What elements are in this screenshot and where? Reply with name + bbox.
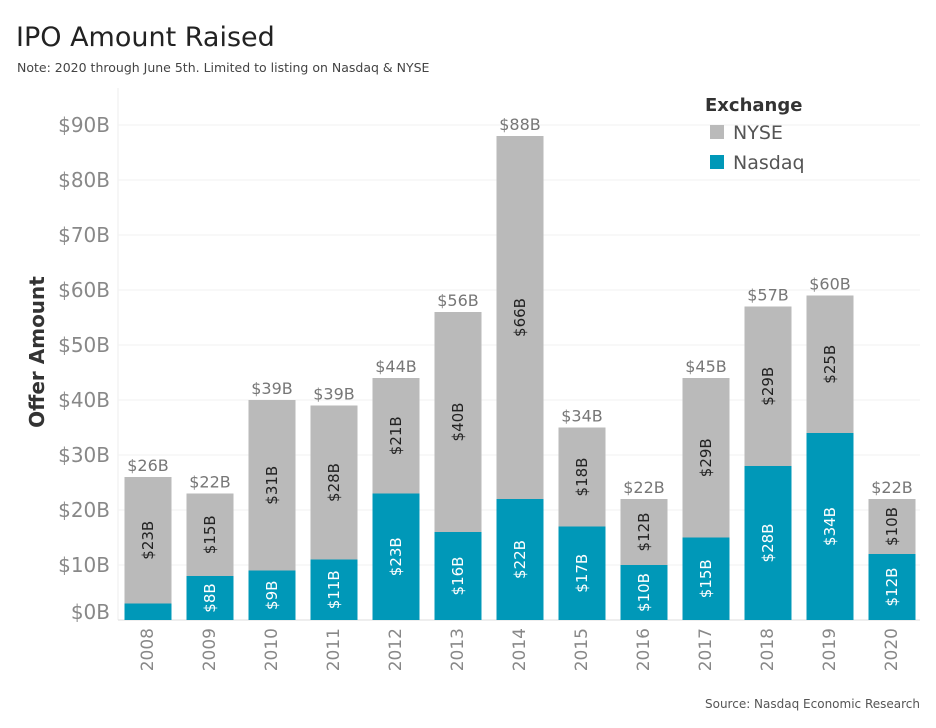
nasdaq-value-label: $22B [511, 540, 529, 579]
legend-title: Exchange [705, 95, 802, 116]
x-tick-label: 2015 [572, 628, 592, 671]
nyse-value-label: $66B [511, 298, 529, 337]
nasdaq-value-label: $8B [201, 583, 219, 612]
x-tick-label: 2012 [386, 628, 406, 671]
total-label: $44B [375, 357, 417, 376]
bar-nasdaq [806, 433, 854, 620]
bar-nyse [310, 405, 358, 560]
nyse-value-label: $12B [635, 513, 653, 552]
total-label: $22B [623, 478, 665, 497]
x-tick-label: 2019 [820, 628, 840, 671]
x-tick-label: 2011 [324, 628, 344, 671]
legend-label-nasdaq: Nasdaq [733, 152, 805, 174]
bar-nasdaq [682, 537, 730, 620]
bar-nyse [372, 378, 420, 494]
bar-nasdaq [248, 570, 296, 620]
total-label: $22B [189, 473, 231, 492]
nasdaq-value-label: $34B [821, 507, 839, 546]
y-tick-label: $0B [71, 600, 110, 624]
total-label: $45B [685, 357, 727, 376]
x-tick-label: 2020 [882, 628, 902, 671]
bar-nasdaq [310, 559, 358, 620]
bar-nyse [248, 400, 296, 571]
bar-nyse [620, 499, 668, 565]
bar-nyse [558, 427, 606, 527]
nasdaq-value-label: $10B [635, 573, 653, 612]
y-axis-label: Offer Amount [25, 276, 49, 428]
nyse-value-label: $29B [759, 367, 777, 406]
nyse-value-label: $10B [883, 507, 901, 546]
x-tick-label: 2014 [510, 628, 530, 671]
total-label: $56B [437, 291, 479, 310]
bar-nasdaq [868, 554, 916, 620]
bar-nyse [186, 493, 234, 576]
y-tick-label: $30B [58, 443, 110, 467]
x-tick-label: 2016 [634, 628, 654, 671]
bar-nyse [682, 378, 730, 538]
bar-nyse [868, 499, 916, 554]
y-tick-label: $40B [58, 388, 110, 412]
source-note: Source: Nasdaq Economic Research [704, 697, 920, 711]
x-tick-label: 2017 [696, 628, 716, 671]
bar-nasdaq [620, 565, 668, 620]
y-tick-label: $10B [58, 553, 110, 577]
nasdaq-value-label: $9B [263, 581, 281, 610]
nyse-value-label: $31B [263, 466, 281, 505]
total-label: $26B [127, 456, 169, 475]
nasdaq-value-label: $12B [883, 568, 901, 607]
y-tick-label: $80B [58, 168, 110, 192]
total-label: $88B [499, 115, 541, 134]
nyse-value-label: $25B [821, 345, 839, 384]
total-label: $34B [561, 407, 603, 426]
total-label: $60B [809, 275, 851, 294]
nyse-value-label: $28B [325, 463, 343, 502]
bar-nasdaq [124, 603, 172, 620]
nyse-value-label: $21B [387, 416, 405, 455]
x-tick-label: 2018 [758, 628, 778, 671]
legend-swatch-nasdaq [710, 155, 724, 169]
total-label: $39B [313, 385, 355, 404]
bar-nasdaq [372, 493, 420, 620]
bar-nyse [496, 136, 544, 499]
nasdaq-value-label: $11B [325, 570, 343, 609]
nasdaq-value-label: $17B [573, 554, 591, 593]
nyse-value-label: $29B [697, 438, 715, 477]
bar-nasdaq [434, 532, 482, 620]
legend-swatch-nyse [710, 125, 724, 139]
y-tick-label: $90B [58, 113, 110, 137]
bar-nyse [434, 312, 482, 532]
bar-nasdaq [496, 499, 544, 620]
legend-label-nyse: NYSE [733, 122, 783, 144]
chart-subtitle: Note: 2020 through June 5th. Limited to … [17, 60, 430, 75]
bar-nasdaq [744, 466, 792, 620]
nasdaq-value-label: $23B [387, 537, 405, 576]
y-tick-label: $20B [58, 498, 110, 522]
x-tick-label: 2010 [262, 628, 282, 671]
nyse-value-label: $15B [201, 515, 219, 554]
y-tick-label: $70B [58, 223, 110, 247]
nasdaq-value-label: $16B [449, 557, 467, 596]
y-tick-label: $60B [58, 278, 110, 302]
x-tick-label: 2013 [448, 628, 468, 671]
nyse-value-label: $23B [139, 521, 157, 560]
nasdaq-value-label: $28B [759, 524, 777, 563]
nyse-value-label: $40B [449, 403, 467, 442]
bar-nyse [124, 477, 172, 604]
bar-nyse [744, 306, 792, 466]
y-tick-label: $50B [58, 333, 110, 357]
bar-nasdaq [558, 526, 606, 620]
bar-nyse [806, 295, 854, 433]
nasdaq-value-label: $15B [697, 559, 715, 598]
total-label: $22B [871, 478, 913, 497]
total-label: $39B [251, 379, 293, 398]
bar-nasdaq [186, 576, 234, 620]
chart-title: IPO Amount Raised [16, 22, 275, 53]
total-label: $57B [747, 286, 789, 305]
nyse-value-label: $18B [573, 458, 591, 497]
x-tick-label: 2009 [200, 628, 220, 671]
x-tick-label: 2008 [138, 628, 158, 671]
